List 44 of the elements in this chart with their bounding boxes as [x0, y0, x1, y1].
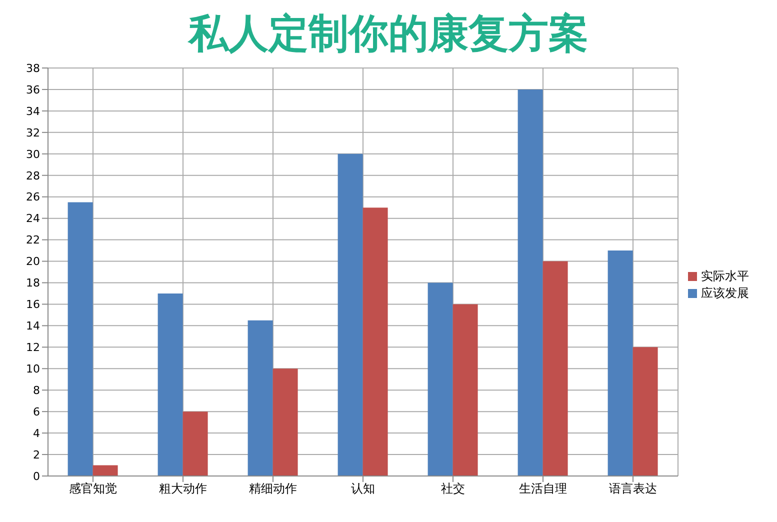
bar: [158, 293, 183, 476]
y-tick-label: 20: [26, 255, 40, 268]
y-tick-label: 38: [26, 62, 40, 75]
bar: [542, 261, 568, 476]
y-tick-label: 28: [26, 169, 40, 182]
legend-label: 实际水平: [701, 269, 749, 283]
x-tick-label: 感官知觉: [69, 482, 117, 496]
y-tick-label: 36: [26, 83, 40, 96]
bar: [338, 154, 363, 476]
x-tick-label: 语言表达: [609, 482, 657, 496]
bar: [68, 202, 93, 476]
bar: [182, 412, 208, 476]
bar: [362, 208, 388, 476]
x-tick-label: 精细动作: [249, 482, 297, 496]
y-tick-label: 24: [26, 212, 40, 226]
y-tick-label: 16: [26, 298, 40, 312]
y-tick-label: 14: [26, 320, 40, 333]
bar: [248, 320, 273, 476]
bar: [272, 368, 298, 476]
bar: [608, 250, 633, 476]
legend-label: 应该发展: [701, 286, 749, 300]
bar: [518, 89, 543, 476]
bar: [428, 282, 453, 476]
y-tick-label: 8: [33, 384, 40, 398]
y-tick-label: 22: [26, 234, 40, 247]
chart-title: 私人定制你的康复方案: [186, 10, 590, 59]
y-tick-label: 12: [26, 341, 40, 354]
bar: [452, 304, 478, 476]
y-tick-label: 6: [33, 405, 40, 418]
y-tick-label: 26: [26, 190, 40, 204]
x-tick-label: 粗大动作: [159, 482, 207, 496]
bar: [92, 465, 118, 476]
y-tick-label: 10: [26, 362, 40, 376]
y-tick-label: 2: [33, 448, 40, 462]
y-tick-label: 18: [26, 276, 40, 290]
y-tick-label: 34: [26, 104, 40, 118]
x-tick-label: 认知: [351, 482, 375, 496]
x-tick-label: 社交: [441, 482, 465, 496]
y-tick-label: 30: [26, 148, 40, 161]
y-tick-label: 0: [33, 470, 40, 483]
y-tick-label: 32: [26, 126, 40, 140]
x-tick-label: 生活自理: [519, 482, 567, 496]
y-tick-label: 4: [33, 426, 40, 440]
bar: [632, 347, 658, 476]
